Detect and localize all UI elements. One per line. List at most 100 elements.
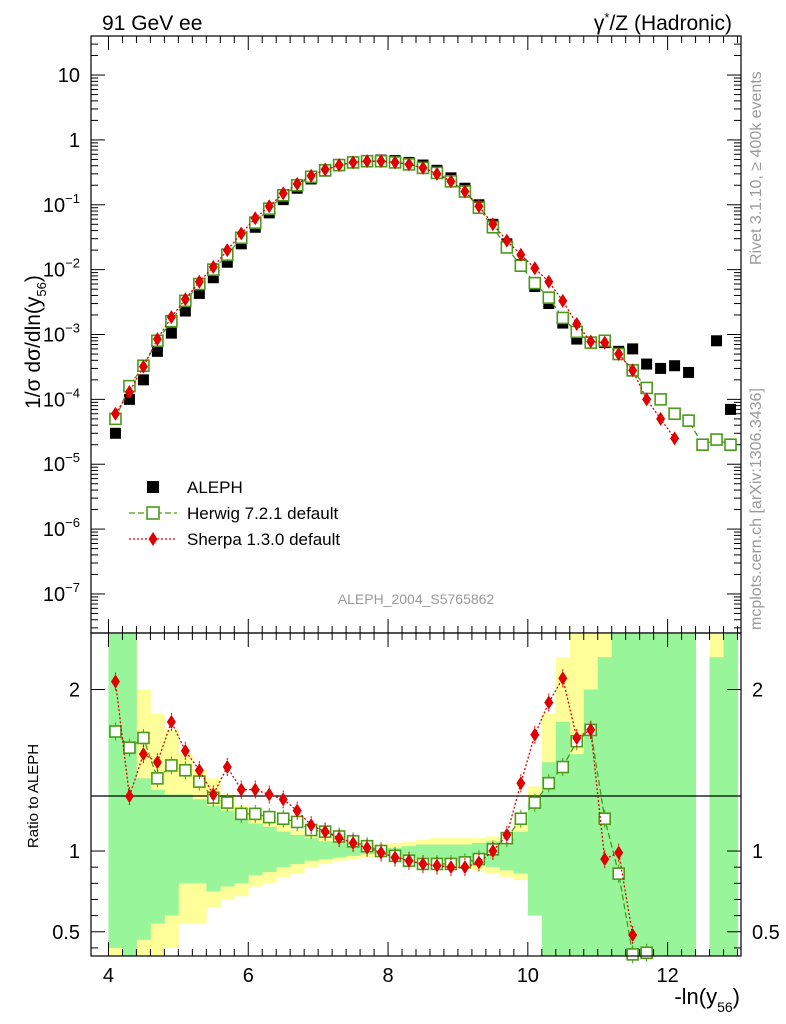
sherpa-point: [530, 261, 540, 276]
main-y-tick-label-base: 10: [43, 389, 65, 411]
ratio-herwig-point: [612, 867, 625, 880]
green-band-bin: [332, 842, 347, 858]
rivet-version-label: Rivet 3.1.10, ≥ 400k events: [748, 71, 765, 265]
main-y-tick-label: 10−5: [43, 450, 80, 476]
x-tick-label: 12: [656, 965, 678, 987]
aleph-point: [109, 427, 121, 439]
aleph-point: [571, 333, 583, 345]
ratio-sherpa-point: [166, 714, 176, 729]
ratio-sherpa-point: [264, 787, 274, 802]
sherpa-point: [390, 155, 400, 170]
sherpa-point: [642, 392, 652, 407]
ratio-sherpa-point: [390, 850, 400, 865]
ratio-sherpa-point: [586, 722, 596, 737]
ratio-sherpa-point: [222, 760, 232, 775]
sherpa-point: [544, 274, 554, 289]
ratio-herwig-point: [109, 725, 122, 738]
main-plot-y-axis-label: 1/σ dσ/dln(y56): [22, 275, 49, 409]
green-band-bin: [569, 754, 585, 956]
ratio-sherpa-point: [446, 860, 456, 875]
aleph-point: [151, 345, 163, 357]
sherpa-point: [138, 359, 148, 374]
main-y-tick-label-base: 10: [58, 65, 80, 87]
green-band-bin: [290, 834, 305, 864]
green-band-bin: [136, 778, 151, 940]
sherpa-point: [670, 431, 680, 446]
main-y-tick-label-base: 10: [43, 454, 65, 476]
sherpa-point: [502, 233, 512, 248]
herwig-point: [556, 311, 570, 325]
herwig-point: [654, 393, 667, 406]
sherpa-point: [362, 154, 372, 169]
aleph-point: [711, 335, 723, 347]
ratio-plot-ticks: 4 6 8 10 120.5 0.51 12 2: [52, 633, 780, 987]
herwig-point: [696, 438, 709, 451]
ratio-herwig-point: [640, 946, 653, 960]
aleph-point: [123, 393, 135, 405]
green-band-bin: [206, 805, 221, 892]
ratio-herwig-point: [234, 807, 248, 821]
ratio-sherpa-point: [600, 852, 610, 867]
green-band-bin: [220, 810, 235, 887]
sherpa-point: [376, 154, 386, 169]
sherpa-point: [348, 155, 358, 170]
ratio-herwig-point: [542, 776, 556, 790]
green-band-bin: [108, 633, 123, 948]
ratio-herwig-point: [165, 759, 178, 772]
analysis-tag: ALEPH_2004_S5765862: [338, 591, 495, 607]
green-band-bin: [709, 657, 724, 956]
sherpa-point: [320, 162, 330, 177]
ratio-uncertainty-bands: [108, 633, 738, 956]
green-band-bin: [304, 838, 319, 861]
green-band-bin: [541, 762, 557, 956]
sherpa-point: [404, 157, 414, 172]
ratio-sherpa-series: [110, 669, 638, 945]
green-band-bin: [499, 838, 515, 871]
ratio-sherpa-point: [460, 860, 470, 875]
aleph-point: [207, 272, 219, 284]
green-band-bin: [513, 831, 529, 874]
ratio-sherpa-point: [614, 845, 624, 860]
green-band-bin: [234, 818, 249, 884]
green-band-bin: [402, 846, 417, 856]
aleph-point: [193, 287, 205, 299]
ratio-sherpa-point: [110, 674, 120, 689]
ratio-sherpa-point: [320, 824, 330, 839]
sherpa-point: [558, 293, 568, 308]
ratio-plot-frame: [90, 632, 742, 957]
green-band-bin: [416, 844, 431, 858]
green-band-bin: [597, 657, 613, 956]
x-tick-label: 8: [382, 965, 393, 987]
sherpa-point: [250, 211, 260, 226]
legend-aleph-marker: [147, 481, 159, 493]
x-tick-label: 10: [517, 965, 539, 987]
green-band-bin: [527, 802, 543, 916]
green-band-bin: [248, 823, 263, 876]
herwig-point: [724, 438, 737, 451]
ratio-sherpa-point: [376, 845, 386, 860]
ratio-sherpa-point: [362, 840, 372, 855]
green-band-bin: [150, 789, 165, 924]
sherpa-point: [516, 247, 526, 262]
main-y-tick-label: 10−4: [43, 385, 80, 411]
herwig-point: [668, 407, 681, 421]
sherpa-point: [656, 411, 666, 426]
ratio-herwig-point: [626, 948, 639, 961]
main-y-tick-label-base: 10: [43, 195, 65, 217]
main-y-tick-label-exponent: −5: [65, 450, 80, 465]
sherpa-point: [166, 310, 176, 325]
ratio-herwig-point: [179, 763, 192, 777]
sherpa-point: [124, 384, 134, 399]
ratio-herwig-point: [514, 812, 528, 826]
ratio-sherpa-line: [114, 676, 634, 936]
legend: ALEPH Herwig 7.2.1 default Sherpa 1.3.0 de…: [129, 478, 340, 549]
energy-label: 91 GeV ee: [102, 12, 202, 35]
sherpa-point: [334, 158, 344, 173]
main-y-tick-label: 10−6: [43, 515, 80, 541]
legend-herwig-label: Herwig 7.2.1 default: [187, 504, 338, 523]
ratio-sherpa-point: [306, 818, 316, 833]
main-y-tick-label: 1: [69, 130, 80, 152]
ratio-sherpa-point: [194, 763, 204, 778]
aleph-point: [655, 362, 667, 374]
